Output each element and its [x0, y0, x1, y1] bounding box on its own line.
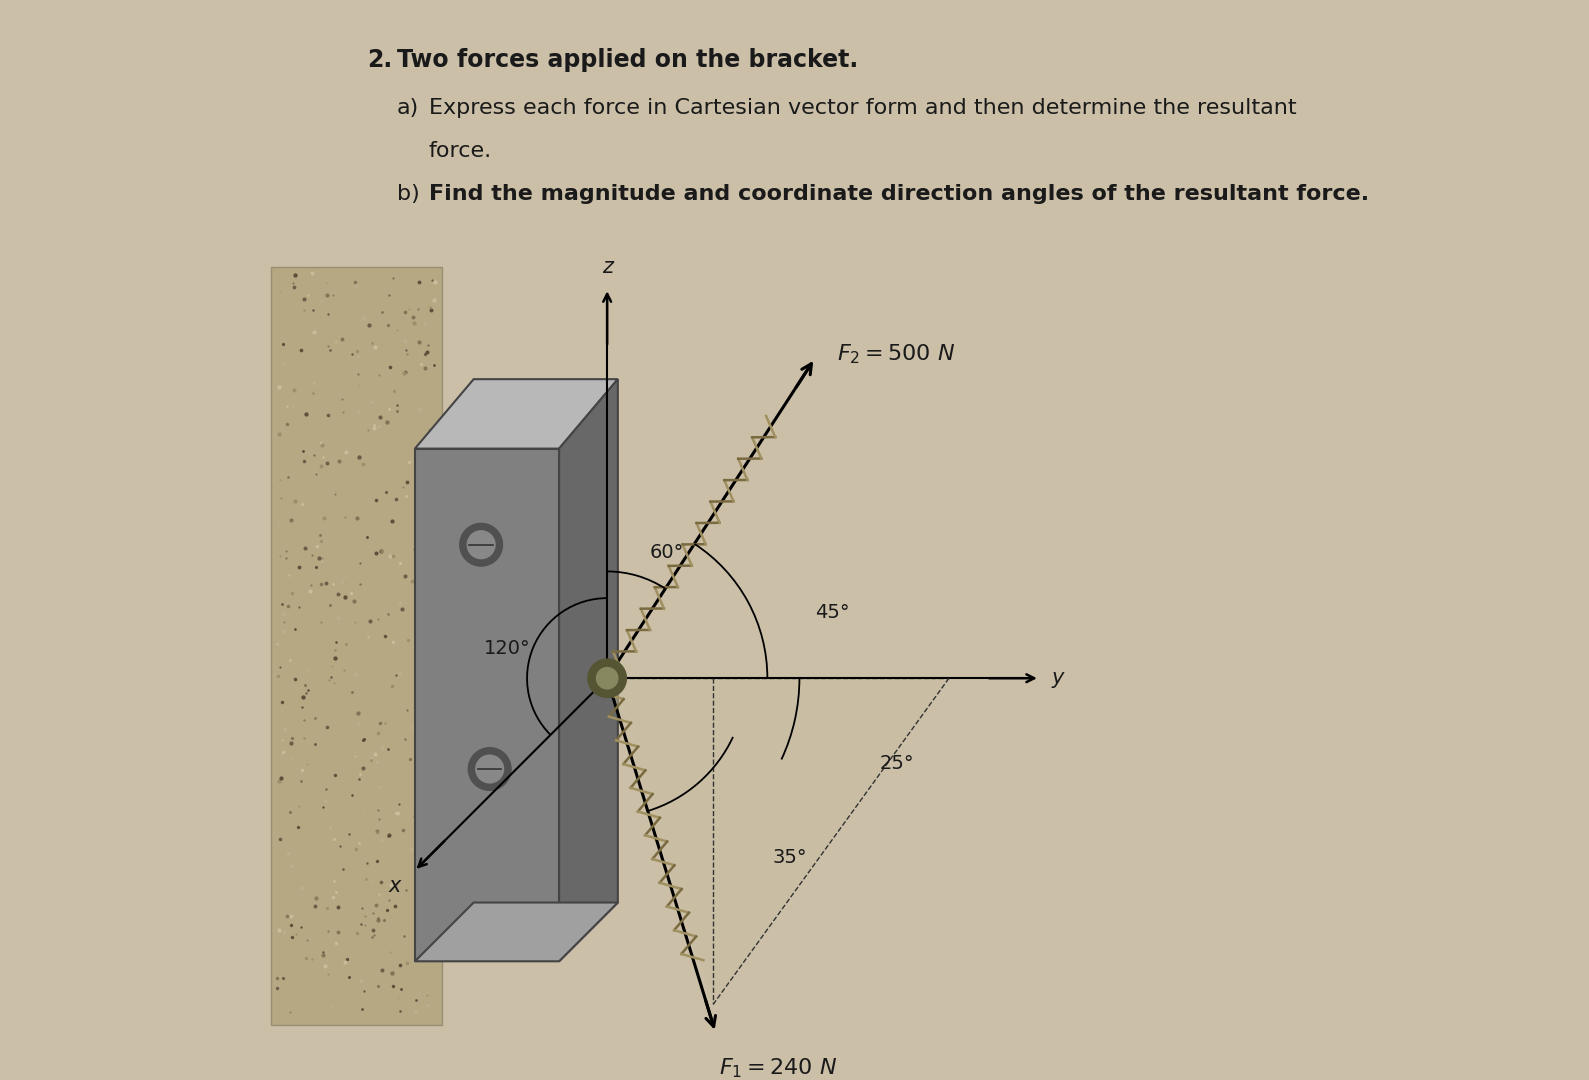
Polygon shape — [415, 379, 618, 448]
Text: Find the magnitude and coordinate direction angles of the resultant force.: Find the magnitude and coordinate direct… — [429, 184, 1368, 204]
Polygon shape — [559, 379, 618, 961]
Text: 60°: 60° — [650, 542, 685, 562]
Text: 45°: 45° — [815, 603, 850, 621]
Circle shape — [459, 524, 502, 566]
Circle shape — [469, 747, 512, 791]
Text: 25°: 25° — [880, 754, 914, 773]
Polygon shape — [607, 678, 949, 1004]
Circle shape — [475, 755, 504, 783]
Polygon shape — [270, 267, 442, 1025]
Text: Two forces applied on the bracket.: Two forces applied on the bracket. — [397, 49, 858, 72]
Text: b): b) — [397, 184, 419, 204]
Text: a): a) — [397, 98, 419, 119]
Polygon shape — [415, 448, 559, 961]
Text: 120°: 120° — [485, 639, 531, 658]
Text: 35°: 35° — [772, 848, 807, 867]
Text: force.: force. — [429, 141, 493, 161]
Polygon shape — [415, 903, 618, 961]
Text: Express each force in Cartesian vector form and then determine the resultant: Express each force in Cartesian vector f… — [429, 98, 1297, 119]
Text: $F_1 = 240$ N: $F_1 = 240$ N — [718, 1056, 837, 1080]
Text: x: x — [388, 876, 400, 896]
Text: z: z — [602, 257, 613, 278]
Text: $F_2 = 500$ N: $F_2 = 500$ N — [837, 342, 955, 366]
Text: y: y — [1052, 669, 1065, 688]
Text: 2.: 2. — [367, 49, 392, 72]
Circle shape — [596, 667, 618, 689]
Circle shape — [467, 531, 496, 558]
Circle shape — [588, 659, 626, 698]
